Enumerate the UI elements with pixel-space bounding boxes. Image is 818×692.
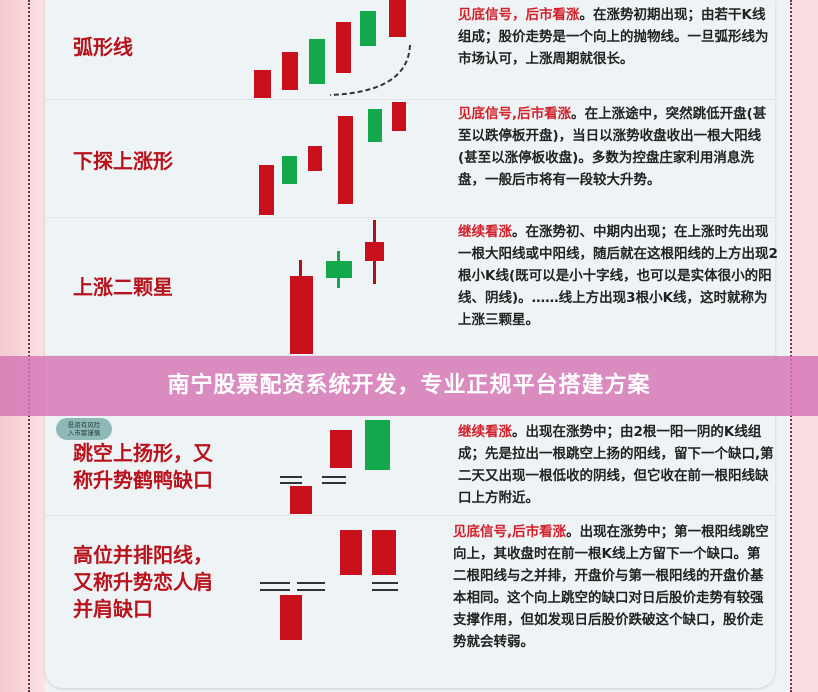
bear-candle <box>372 530 396 575</box>
bear-candle <box>290 486 312 514</box>
signal-label: 见底信号,后市看涨 <box>453 524 567 540</box>
bull-candle <box>282 156 297 184</box>
pattern-title: 上涨二颗星 <box>73 275 173 299</box>
bull-candle <box>360 11 376 46</box>
description-text: 。在涨势初期出现；由若干K线组成；股价走势是一个向上的抛物线。一旦弧形线为市场认… <box>458 7 769 67</box>
description-text: 。在涨势初、中期内出现；在上涨时先出现一根大阳线或中阳线，随后就在这根阳线的上方… <box>458 224 778 328</box>
gap-line <box>260 582 290 584</box>
pattern-title: 高位并排阳线，又称升势恋人肩并肩缺口 <box>73 543 213 621</box>
gap-line <box>280 476 302 478</box>
pattern-description: 见底信号，后市看涨。在涨势初期出现；由若干K线组成；股价走势是一个向上的抛物线。… <box>458 4 778 70</box>
arc-curve <box>329 44 411 96</box>
gap-line <box>322 482 346 484</box>
gap-line <box>260 589 290 591</box>
promo-banner[interactable]: 南宁股票配资系统开发，专业正规平台搭建方案 <box>0 356 818 416</box>
gap-line <box>372 582 398 584</box>
pattern-description: 见底信号,后市看涨。出现在涨势中；第一根阳线跳空向上，其收盘时在前一根K线上方留… <box>453 521 773 653</box>
bull-candle <box>368 109 382 142</box>
bull-candle <box>326 261 352 278</box>
signal-label: 继续看涨 <box>458 424 512 440</box>
right-dotted-border <box>790 0 792 692</box>
pattern-description: 见底信号,后市看涨。在上涨途中，突然跳低开盘(甚至以跌停板开盘)，当日以涨势收盘… <box>458 103 778 191</box>
candle-wick <box>299 260 302 280</box>
bear-candle <box>330 430 352 468</box>
gap-line <box>322 476 346 478</box>
pattern-card <box>45 0 775 688</box>
pattern-row-arc: 弧形线 见底信号，后市看涨。在涨势初期出现；由若干K线组成；股价走势是一个向上的… <box>45 0 775 100</box>
bear-candle <box>290 276 313 354</box>
gap-line <box>297 582 325 584</box>
bear-candle <box>254 70 271 98</box>
signal-label: 见底信号，后市看涨 <box>458 7 580 23</box>
bear-candle <box>338 116 353 204</box>
bear-candle <box>336 22 351 73</box>
risk-warning-badge: 投资有风险 入市需谨慎 <box>56 418 112 440</box>
bear-candle <box>392 102 406 131</box>
pattern-title: 弧形线 <box>73 35 133 59</box>
pattern-description: 继续看涨。在涨势初、中期内出现；在上涨时先出现一根大阳线或中阳线，随后就在这根阳… <box>458 221 778 331</box>
bull-candle <box>309 39 325 84</box>
bear-candle <box>280 595 302 640</box>
bull-candle <box>365 420 390 470</box>
signal-label: 继续看涨 <box>458 224 512 240</box>
bear-candle <box>282 52 298 90</box>
bear-candle <box>340 530 362 575</box>
description-text: 。出现在涨势中；第一根阳线跳空向上，其收盘时在前一根K线上方留下一个缺口。第二根… <box>453 524 769 650</box>
gap-line <box>372 589 398 591</box>
description-text: 。出现在涨势中；由2根一阳一阴的K线组成；先是拉出一根跳空上扬的阳线，留下一个缺… <box>458 424 774 506</box>
description-text: 。在上涨途中，突然跳低开盘(甚至以跌停板开盘)，当日以涨势收盘收出一根大阳线(甚… <box>458 106 767 188</box>
signal-label: 见底信号,后市看涨 <box>458 106 572 122</box>
pattern-description: 继续看涨。出现在涨势中；由2根一阳一阴的K线组成；先是拉出一根跳空上扬的阳线，留… <box>458 421 778 509</box>
pattern-row-two-stars: 上涨二颗星 继续看涨。在涨势初、中期内出现；在上涨时先出现一根大阳线或中阳线，随… <box>45 218 778 356</box>
bear-candle <box>308 146 322 171</box>
bear-candle <box>389 0 406 37</box>
badge-line: 入市需谨慎 <box>67 429 101 437</box>
pattern-row-gap-up: 跳空上扬形，又称升势鹤鸭缺口 继续看涨。出现在涨势中；由2根一阳一阴的K线组成；… <box>45 416 775 516</box>
left-dotted-border <box>28 0 30 692</box>
gap-line <box>280 482 302 484</box>
bear-candle <box>259 165 274 215</box>
pattern-title: 跳空上扬形，又称升势鹤鸭缺口 <box>73 441 213 492</box>
gap-line <box>297 589 325 591</box>
pattern-row-dip-rise: 下探上涨形 见底信号,后市看涨。在上涨途中，突然跳低开盘(甚至以跌停板开盘)，当… <box>45 100 775 218</box>
badge-line: 投资有风险 <box>67 421 101 429</box>
bear-candle <box>365 242 384 261</box>
pattern-row-side-by-side: 高位并排阳线，又称升势恋人肩并肩缺口 见底信号,后市看涨。出现在涨势中；第一根阳… <box>45 516 775 688</box>
pattern-title: 下探上涨形 <box>73 149 173 173</box>
